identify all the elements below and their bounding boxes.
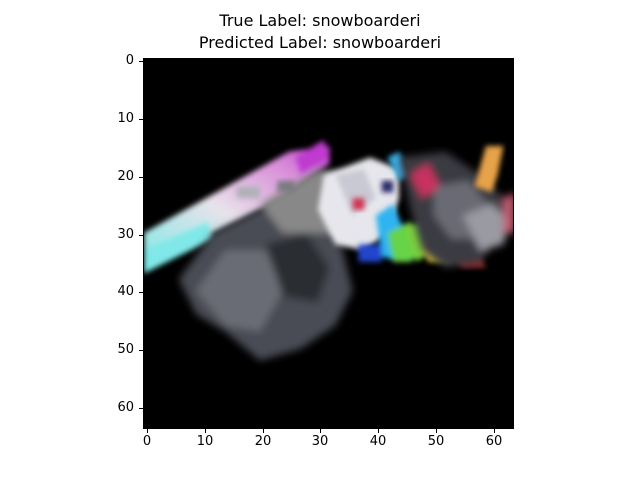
image-plot-area [143, 58, 514, 429]
y-tick-label: 30 [117, 227, 134, 242]
y-tick-mark [139, 350, 143, 351]
x-tick-mark [436, 429, 437, 433]
y-tick-mark [139, 408, 143, 409]
y-tick-mark [139, 292, 143, 293]
x-tick-label: 40 [369, 434, 387, 449]
y-tick-label: 40 [117, 284, 134, 299]
x-tick-label: 20 [254, 434, 272, 449]
x-tick-label: 60 [485, 434, 503, 449]
y-tick-label: 50 [117, 342, 134, 357]
x-tick-mark [147, 429, 148, 433]
y-tick-label: 20 [117, 169, 134, 184]
y-tick-mark [139, 61, 143, 62]
x-tick-mark [494, 429, 495, 433]
y-tick-mark [139, 119, 143, 120]
y-tick-label: 60 [117, 400, 134, 415]
x-tick-label: 0 [142, 434, 152, 449]
x-tick-mark [320, 429, 321, 433]
x-tick-mark [378, 429, 379, 433]
x-tick-mark [263, 429, 264, 433]
x-tick-mark [205, 429, 206, 433]
y-tick-mark [139, 177, 143, 178]
plot-title-predicted-label: Predicted Label: snowboarderi [198, 33, 442, 52]
x-tick-label: 30 [311, 434, 329, 449]
x-tick-label: 10 [196, 434, 214, 449]
plot-title-true-label: True Label: snowboarderi [219, 11, 421, 30]
y-tick-label: 10 [117, 111, 134, 126]
y-tick-mark [139, 235, 143, 236]
x-tick-label: 50 [427, 434, 445, 449]
snowboarder-image-icon [144, 59, 513, 428]
y-tick-label: 0 [125, 53, 134, 68]
